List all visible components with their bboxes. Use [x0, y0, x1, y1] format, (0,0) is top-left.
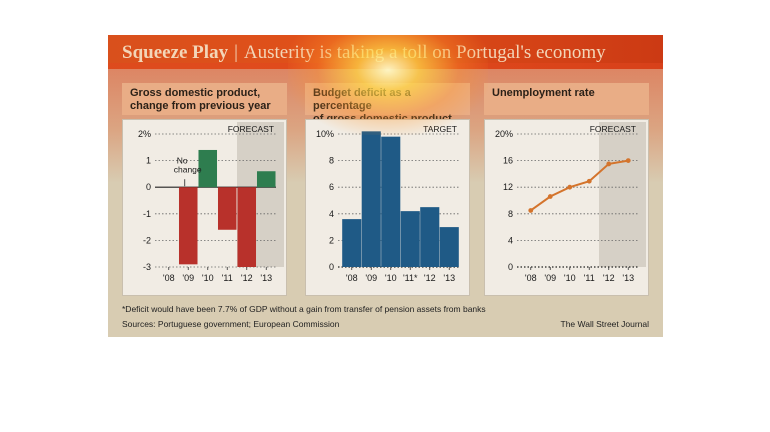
y-tick-label: 8 [508, 209, 513, 219]
y-tick-label: 0 [329, 262, 334, 272]
x-tick-label: '08 [525, 273, 537, 283]
y-tick-label: 6 [329, 182, 334, 192]
y-tick-label: 2% [138, 129, 151, 139]
y-tick-label: 0 [146, 182, 151, 192]
data-point [625, 158, 631, 163]
annotation-line2: change [174, 165, 202, 175]
gdp-chart: FORECAST -3 -2 -1 0 1 2% '08 '09 '10 '11 '12 '13 Noch… [138, 122, 284, 283]
x-tick-label: '11 [222, 273, 233, 283]
shade-label: TARGET [423, 124, 457, 134]
footnote: *Deficit would have been 7.7% of GDP wit… [122, 304, 486, 314]
bar [400, 211, 420, 267]
deficit-panel-title: Budget deficit as a percentage of gross … [305, 83, 470, 125]
y-tick-label: 2 [329, 235, 334, 245]
x-tick-label: '13 [622, 273, 634, 283]
y-tick-label: 16 [503, 156, 513, 166]
y-tick-label: 4 [508, 235, 513, 245]
x-tick-label: '12 [241, 273, 253, 283]
bar [178, 187, 198, 265]
shade-label: FORECAST [228, 124, 274, 134]
gdp-panel-title: Gross domestic product, change from prev… [122, 83, 287, 115]
bar [198, 149, 218, 188]
bar [237, 187, 257, 267]
y-tick-label: 8 [329, 156, 334, 166]
banner-headline: Austerity is taking a toll on Portugal's… [243, 42, 606, 63]
x-tick-label: '09 [182, 273, 194, 283]
x-tick-label: '11* [403, 273, 418, 283]
sources: Sources: Portuguese government; European… [122, 319, 340, 329]
bar [420, 207, 440, 267]
x-tick-label: '08 [163, 273, 175, 283]
x-tick-label: '13 [260, 273, 272, 283]
deficit-chart: TARGET 0 2 4 6 8 10% '08 '09 '10 '11* '12 '13 [316, 124, 459, 283]
x-tick-label: '13 [443, 273, 455, 283]
banner-kicker: Squeeze Play [122, 42, 229, 63]
y-tick-label: 0 [508, 262, 513, 272]
x-tick-label: '08 [346, 273, 358, 283]
y-tick-label: 1 [146, 156, 151, 166]
annotation-line1: No [177, 156, 188, 166]
y-tick-label: -1 [143, 209, 151, 219]
x-tick-label: '10 [564, 273, 576, 283]
y-tick-label: 4 [329, 209, 334, 219]
banner-separator: | [234, 42, 238, 63]
y-tick-label: -3 [143, 262, 151, 272]
infographic: Squeeze Play | Austerity is taking a toll … [108, 35, 663, 337]
bar [217, 187, 237, 230]
x-tick-label: '09 [365, 273, 377, 283]
data-point [567, 184, 573, 190]
gdp-title-line2: change from previous year [130, 100, 271, 112]
x-tick-label: '12 [424, 273, 436, 283]
shade-label: FORECAST [590, 124, 636, 134]
gdp-title-line1: Gross domestic product, [130, 87, 261, 99]
x-tick-label: '09 [544, 273, 556, 283]
credit: The Wall Street Journal [560, 319, 650, 329]
bar [256, 171, 276, 188]
deficit-title-line1: Budget deficit as a percentage [313, 87, 411, 112]
y-tick-label: 12 [503, 182, 513, 192]
unemployment-panel-title: Unemployment rate [484, 83, 649, 115]
unemployment-line [530, 159, 629, 212]
unemployment-title-line1: Unemployment rate [492, 87, 595, 99]
y-tick-label: 20% [495, 129, 513, 139]
data-point [606, 161, 612, 167]
bar [361, 131, 381, 267]
deficit-panel: TARGET 0 2 4 6 8 10% '08 '09 '10 '11* '12 '13 [305, 119, 470, 296]
data-point [528, 208, 534, 213]
x-tick-label: '10 [385, 273, 397, 283]
forecast-shade [599, 122, 646, 267]
unemployment-panel: FORECAST 0 4 8 12 16 20% '08 '09 '10 '11 '12 '13 [484, 119, 649, 296]
x-tick-label: '12 [603, 273, 615, 283]
x-tick-label: '11 [584, 273, 595, 283]
y-tick-label: -2 [143, 235, 151, 245]
bar [381, 136, 401, 267]
unemployment-chart: FORECAST 0 4 8 12 16 20% '08 '09 '10 '11 '12 '13 [495, 122, 646, 283]
banner-title: Squeeze Play | Austerity is taking a toll … [122, 42, 606, 64]
x-tick-label: '10 [202, 273, 214, 283]
y-tick-label: 10% [316, 129, 334, 139]
data-point [547, 194, 553, 199]
bar [342, 219, 362, 267]
gdp-panel: FORECAST -3 -2 -1 0 1 2% '08 '09 '10 '11 '12 '13 No ch… [122, 119, 287, 296]
bar [439, 227, 459, 267]
data-point [586, 178, 592, 184]
title-banner: Squeeze Play | Austerity is taking a toll … [108, 35, 663, 69]
